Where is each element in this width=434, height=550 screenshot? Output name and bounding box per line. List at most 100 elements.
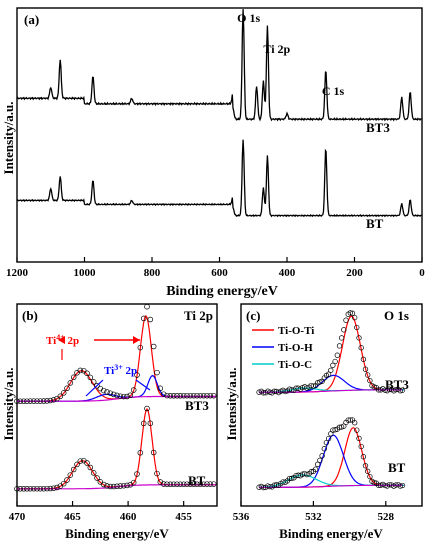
panel-b-data-point [97, 479, 104, 485]
panel-b-x-tick-label: 470 [9, 511, 26, 523]
panel-b-data-point [104, 483, 110, 489]
panel-b-data-point [167, 481, 174, 488]
panel-b-data-point [37, 398, 44, 404]
panel-b-data-point [94, 475, 100, 481]
panel-c-data-point [338, 335, 345, 341]
panel-b-data-point [87, 464, 94, 471]
panel-a-y-axis-label: Intensity/a.u. [1, 102, 16, 175]
panel-b-data-point [54, 484, 60, 491]
panel-b-data-point [17, 398, 24, 404]
panel-b-data-point [177, 393, 184, 399]
panel-a-peak-label: C 1s [322, 84, 345, 98]
panel-b-data-point [84, 460, 90, 466]
panel-b-data-point [154, 470, 160, 477]
panel-c-data-point [356, 435, 362, 442]
panel-c-frame [240, 303, 423, 507]
panel-c-data-point [336, 343, 343, 349]
panel-b-data-point [64, 385, 70, 392]
panel-c-data-point [356, 335, 362, 341]
panel-b-data-point [94, 383, 100, 389]
panel-b-data-point [110, 483, 117, 490]
panel-b-data-point [77, 367, 84, 374]
panel-b-data-point [20, 486, 27, 492]
panel-b-data-point [27, 398, 34, 404]
panel-b-data-point [160, 391, 167, 397]
panel-b-data-point [150, 343, 157, 350]
panel-c-data-point [352, 314, 358, 321]
panel-c-data-point [358, 345, 364, 351]
panel-b-data-point [44, 398, 50, 404]
panel-b-data-point [127, 392, 134, 399]
panel-b-data-point [57, 393, 64, 400]
panel-c-data-point [399, 482, 406, 489]
panel-b-data-point [160, 481, 167, 487]
panel-b-data-point [194, 481, 200, 487]
panel-b-data-point [74, 461, 80, 468]
panel-b-data-point [170, 393, 177, 399]
panel-a-x-tick-label: 1200 [6, 267, 29, 279]
panel-c-data-point [319, 453, 325, 459]
panel-c-x-ticks: 536 532 528 [233, 501, 395, 523]
panel-c-legend: Ti-O-Ti Ti-O-H Ti-O-C [252, 325, 314, 371]
panel-c-data-point [354, 427, 360, 433]
panel-b-data-point [47, 397, 54, 404]
panel-b-data-point [37, 485, 44, 492]
panel-c-data-point [371, 479, 377, 486]
panel-a-series-line-bt3 [16, 9, 423, 122]
panel-b-data-point [204, 481, 210, 487]
panel-b-data-point [180, 481, 187, 487]
panel-b-data-point [190, 392, 197, 399]
ti4-arrowhead-left [58, 336, 65, 344]
panel-b-data-point [187, 392, 194, 399]
panel-b-data-point [184, 481, 190, 487]
panel-b-data-point [167, 393, 174, 399]
panel-b-x-tick-label: 455 [175, 511, 192, 523]
panel-b-data-point [14, 398, 20, 404]
panel-b-data-point [70, 466, 77, 473]
panel-b-data-point [60, 390, 67, 396]
panel-c-data-point [360, 454, 367, 460]
panel-a-x-axis-label: Binding energy/eV [166, 284, 278, 299]
panel-b-data-point [134, 471, 140, 477]
panel-c-data-point [354, 324, 360, 331]
panel-b-x-tick-label: 465 [64, 511, 81, 523]
panel-b-x-tick-label: 460 [120, 511, 137, 523]
panel-b-data-point [14, 486, 20, 492]
panel-a-x-tick-label: 400 [279, 267, 296, 279]
panel-c-data-point [347, 310, 353, 316]
panel-b-data-point [134, 372, 140, 378]
panel-b-data-point [130, 479, 137, 486]
panel-a-frame [16, 7, 423, 263]
panel-b-data-point [80, 367, 87, 374]
panel-c-data-point [323, 439, 330, 446]
panel-b-data-point [70, 374, 77, 381]
panel-c-data-point [397, 388, 403, 394]
panel-b-data-point [107, 390, 114, 396]
panel-b-data-point [87, 374, 94, 381]
panel-c-data-point [321, 446, 327, 452]
panel-b-data-point [197, 392, 204, 399]
panel-b-y-axis-label: Intensity/a.u. [1, 368, 16, 441]
panel-c-data-point [343, 317, 349, 323]
ti3-arrow-left [85, 379, 104, 397]
panel-b-data-point [187, 481, 194, 487]
panel-c-data-point [282, 388, 288, 395]
panel-b-data-point [84, 370, 90, 377]
panel-b-data-point [157, 385, 164, 392]
panel-b-data-point [67, 472, 74, 478]
panel-b-data-point [90, 379, 97, 385]
panel-c-legend-label: Ti-O-H [278, 342, 313, 354]
panel-c-o1s: (c) O 1s 536 532 528 Ti-O-Ti Ti-O-H Ti-O-C B… [224, 303, 423, 541]
panel-a-x-tick-label: 200 [346, 267, 363, 279]
panel-a-peak-label: Ti 2p [263, 42, 290, 56]
panel-c-data-point [308, 469, 314, 475]
panel-c-data-point [341, 327, 347, 333]
panel-a-x-ticks: 1200 1000 800 600 400 200 0 [6, 257, 425, 279]
panel-a-peak-labels: O 1s Ti 2p C 1s [237, 11, 344, 98]
panel-b-ti2p: (b) Ti 2p 470 465 460 455 Ti4+ 2p Ti3+ 2p B… [1, 303, 218, 541]
panel-a-x-tick-label: 1000 [74, 267, 97, 279]
panel-a-label: (a) [24, 12, 39, 27]
panel-b-data-point [184, 392, 190, 399]
panel-b-data-point [144, 303, 150, 310]
